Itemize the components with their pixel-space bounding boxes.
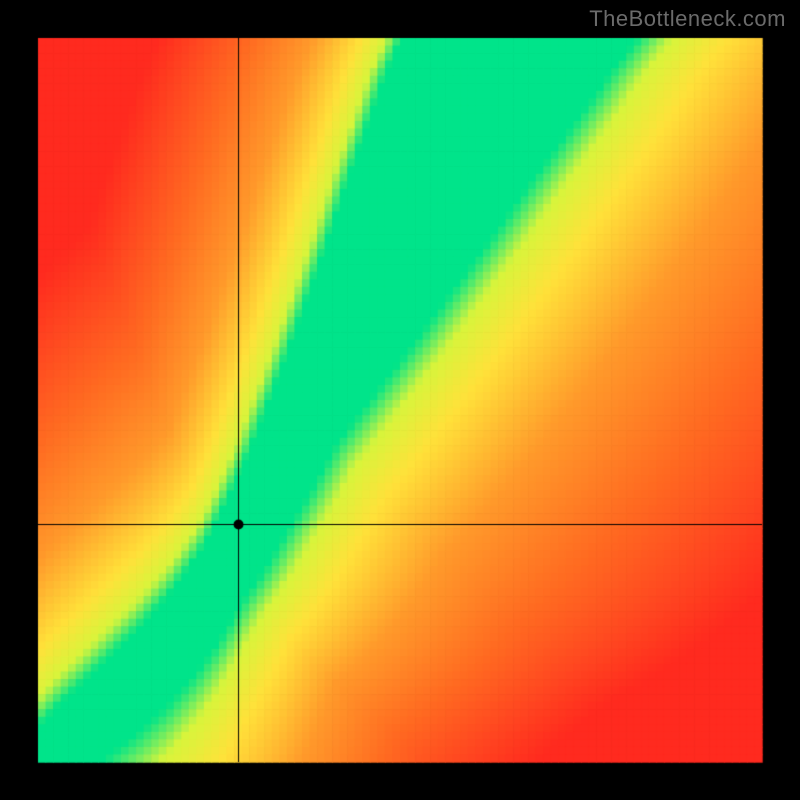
heatmap-canvas bbox=[0, 0, 800, 800]
watermark-text: TheBottleneck.com bbox=[589, 6, 786, 32]
chart-container: TheBottleneck.com bbox=[0, 0, 800, 800]
